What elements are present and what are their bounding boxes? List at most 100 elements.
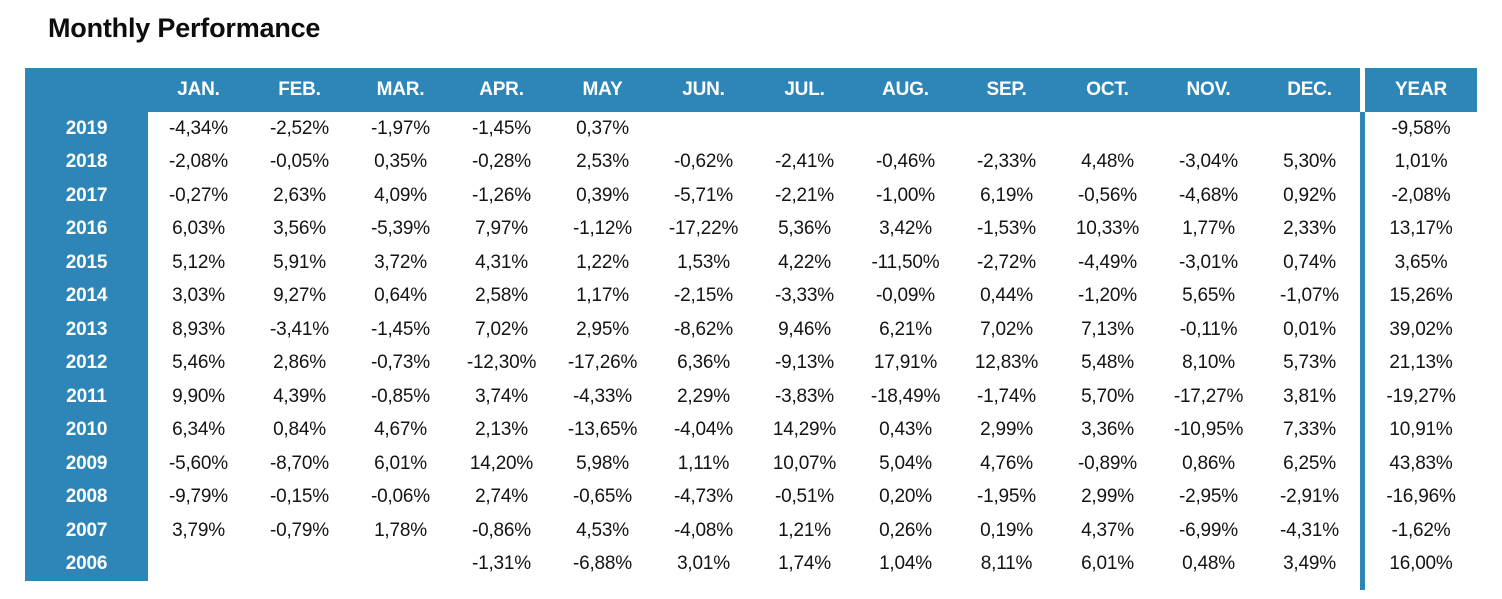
year-divider-line bbox=[1360, 413, 1365, 447]
monthly-return-cell: 5,73% bbox=[1259, 346, 1360, 380]
row-header-year: 2010 bbox=[25, 413, 148, 447]
year-total-cell: 1,01% bbox=[1365, 145, 1477, 179]
year-divider-line bbox=[1360, 179, 1365, 213]
table-row-2018: 2018 -2,08% -0,05% 0,35% -0,28% 2,53% -0,62% -2… bbox=[25, 145, 1477, 179]
year-divider-line bbox=[1360, 279, 1365, 313]
monthly-return-cell: 10,07% bbox=[754, 447, 855, 481]
monthly-return-cell: -1,00% bbox=[855, 179, 956, 213]
year-total-cell: 39,02% bbox=[1365, 313, 1477, 347]
monthly-return-cell: 14,20% bbox=[451, 447, 552, 481]
monthly-return-cell: 4,53% bbox=[552, 514, 653, 548]
monthly-return-cell: -0,11% bbox=[1158, 313, 1259, 347]
monthly-return-cell: 2,99% bbox=[1057, 480, 1158, 514]
row-header-year: 2015 bbox=[25, 246, 148, 280]
row-header-year: 2019 bbox=[25, 112, 148, 146]
monthly-return-cell: 4,37% bbox=[1057, 514, 1158, 548]
monthly-return-cell: -1,97% bbox=[350, 112, 451, 146]
monthly-return-cell: 0,48% bbox=[1158, 547, 1259, 581]
year-divider-tail bbox=[1360, 581, 1365, 590]
monthly-return-cell: 2,86% bbox=[249, 346, 350, 380]
monthly-return-cell: 2,29% bbox=[653, 380, 754, 414]
monthly-return-cell: 5,04% bbox=[855, 447, 956, 481]
monthly-return-cell bbox=[249, 547, 350, 581]
monthly-return-cell: -1,07% bbox=[1259, 279, 1360, 313]
year-total-cell: 3,65% bbox=[1365, 246, 1477, 280]
column-header-year: YEAR bbox=[1365, 68, 1477, 112]
monthly-return-cell: -0,05% bbox=[249, 145, 350, 179]
monthly-return-cell: 1,74% bbox=[754, 547, 855, 581]
monthly-return-cell bbox=[350, 547, 451, 581]
monthly-return-cell: 2,33% bbox=[1259, 212, 1360, 246]
monthly-return-cell: 3,42% bbox=[855, 212, 956, 246]
monthly-return-cell: -0,65% bbox=[552, 480, 653, 514]
year-divider-line bbox=[1360, 480, 1365, 514]
monthly-return-cell: 5,91% bbox=[249, 246, 350, 280]
monthly-return-cell: -0,62% bbox=[653, 145, 754, 179]
monthly-return-cell: -8,70% bbox=[249, 447, 350, 481]
monthly-return-cell: 3,72% bbox=[350, 246, 451, 280]
monthly-return-cell: 2,58% bbox=[451, 279, 552, 313]
monthly-return-cell: 3,49% bbox=[1259, 547, 1360, 581]
year-divider-line bbox=[1360, 246, 1365, 280]
column-header-feb: FEB. bbox=[249, 68, 350, 112]
monthly-return-cell: -3,01% bbox=[1158, 246, 1259, 280]
monthly-return-cell: -2,91% bbox=[1259, 480, 1360, 514]
monthly-return-cell: 3,01% bbox=[653, 547, 754, 581]
row-header-year: 2007 bbox=[25, 514, 148, 548]
year-divider-line bbox=[1360, 380, 1365, 414]
monthly-return-cell: 0,37% bbox=[552, 112, 653, 146]
monthly-return-cell: 0,43% bbox=[855, 413, 956, 447]
monthly-return-cell: 5,46% bbox=[148, 346, 249, 380]
column-header-sep: SEP. bbox=[956, 68, 1057, 112]
column-header-jun: JUN. bbox=[653, 68, 754, 112]
year-divider-line bbox=[1360, 346, 1365, 380]
monthly-return-cell: 4,09% bbox=[350, 179, 451, 213]
monthly-return-cell: -0,89% bbox=[1057, 447, 1158, 481]
monthly-return-cell: -0,27% bbox=[148, 179, 249, 213]
monthly-return-cell: -1,45% bbox=[350, 313, 451, 347]
year-divider-line bbox=[1360, 145, 1365, 179]
year-total-cell: 43,83% bbox=[1365, 447, 1477, 481]
monthly-return-cell: -17,26% bbox=[552, 346, 653, 380]
page-title: Monthly Performance bbox=[48, 13, 321, 43]
monthly-return-cell: -4,04% bbox=[653, 413, 754, 447]
monthly-return-cell bbox=[148, 547, 249, 581]
monthly-return-cell: -1,53% bbox=[956, 212, 1057, 246]
row-header-year: 2006 bbox=[25, 547, 148, 581]
monthly-return-cell: -4,33% bbox=[552, 380, 653, 414]
table-row-2007: 2007 3,79% -0,79% 1,78% -0,86% 4,53% -4,08% 1,2… bbox=[25, 514, 1477, 548]
monthly-return-cell: 8,11% bbox=[956, 547, 1057, 581]
row-header-year: 2014 bbox=[25, 279, 148, 313]
table-row-2012: 2012 5,46% 2,86% -0,73% -12,30% -17,26% 6,36% -… bbox=[25, 346, 1477, 380]
year-total-cell: 13,17% bbox=[1365, 212, 1477, 246]
monthly-return-cell: 4,48% bbox=[1057, 145, 1158, 179]
monthly-return-cell: -3,41% bbox=[249, 313, 350, 347]
column-header-dec: DEC. bbox=[1259, 68, 1360, 112]
monthly-return-cell: 6,36% bbox=[653, 346, 754, 380]
column-header-nov: NOV. bbox=[1158, 68, 1259, 112]
monthly-return-cell: 4,39% bbox=[249, 380, 350, 414]
row-header-year: 2013 bbox=[25, 313, 148, 347]
monthly-return-cell: 0,92% bbox=[1259, 179, 1360, 213]
table-row-2019: 2019 -4,34% -2,52% -1,97% -1,45% 0,37% -9,58% bbox=[25, 112, 1477, 146]
monthly-return-cell: -1,74% bbox=[956, 380, 1057, 414]
monthly-return-cell bbox=[754, 112, 855, 146]
monthly-return-cell bbox=[956, 112, 1057, 146]
monthly-return-cell: -0,46% bbox=[855, 145, 956, 179]
monthly-return-cell: -17,27% bbox=[1158, 380, 1259, 414]
monthly-return-cell: -0,73% bbox=[350, 346, 451, 380]
monthly-return-cell: 1,22% bbox=[552, 246, 653, 280]
monthly-return-cell: -2,08% bbox=[148, 145, 249, 179]
monthly-return-cell: -3,83% bbox=[754, 380, 855, 414]
year-total-cell: 16,00% bbox=[1365, 547, 1477, 581]
column-header-apr: APR. bbox=[451, 68, 552, 112]
monthly-return-cell: 1,04% bbox=[855, 547, 956, 581]
table-row-2010: 2010 6,34% 0,84% 4,67% 2,13% -13,65% -4,04% 14,… bbox=[25, 413, 1477, 447]
column-header-oct: OCT. bbox=[1057, 68, 1158, 112]
year-total-cell: -19,27% bbox=[1365, 380, 1477, 414]
year-divider-line bbox=[1360, 313, 1365, 347]
monthly-return-cell: 0,84% bbox=[249, 413, 350, 447]
monthly-return-cell: 6,01% bbox=[1057, 547, 1158, 581]
year-divider-line bbox=[1360, 514, 1365, 548]
monthly-return-cell: 1,17% bbox=[552, 279, 653, 313]
